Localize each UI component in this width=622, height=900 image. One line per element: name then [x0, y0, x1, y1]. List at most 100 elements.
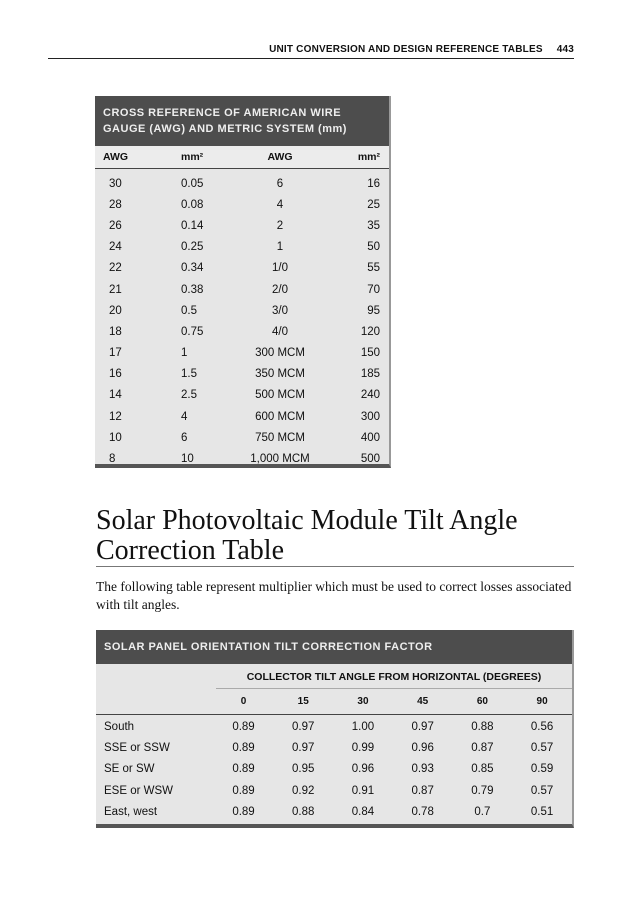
col-header: mm² — [181, 151, 204, 163]
table-cell: 8 — [109, 453, 116, 466]
table-cell: 0.91 — [351, 784, 375, 797]
table-cell: 120 — [360, 325, 380, 338]
table-cell: 0.25 — [181, 241, 204, 254]
table-cell: 0.79 — [471, 784, 494, 797]
angle-header: 30 — [357, 696, 369, 707]
table-cell: 0.38 — [181, 283, 204, 296]
table-cell: 0.89 — [232, 805, 255, 818]
orientation-label: East, west — [104, 805, 158, 818]
table-cell: 0.95 — [292, 763, 315, 776]
table-row: 26 0.14 2 35 — [95, 215, 389, 236]
awg-table-body: 30 0.05 6 16 28 0.08 4 25 26 0.14 2 35 24 0.25 1 50 22 0.… — [95, 169, 389, 470]
tilt-table: SOLAR PANEL ORIENTATION TILT CORRECTION … — [96, 630, 574, 828]
table-cell: 4 — [276, 198, 284, 211]
table-cell: 12 — [109, 410, 122, 423]
table-cell: 185 — [360, 368, 380, 381]
table-cell: 21 — [109, 283, 122, 296]
table-cell: 28 — [109, 198, 122, 211]
angle-header: 15 — [297, 696, 309, 707]
table-row: 12 4 600 MCM 300 — [95, 406, 389, 427]
table-cell: 0.57 — [530, 741, 554, 754]
table-cell: 1/0 — [272, 262, 288, 275]
table-cell: 0.14 — [181, 219, 204, 232]
col-header: AWG — [267, 151, 293, 163]
table-cell: 0.85 — [471, 763, 494, 776]
table-cell: 0.92 — [292, 784, 315, 797]
table-cell: 0.84 — [351, 805, 375, 818]
table-cell: 95 — [367, 304, 380, 317]
awg-table-header: AWG mm² AWG mm² — [95, 146, 389, 169]
table-cell: 0.89 — [232, 720, 255, 733]
table-cell: 30 — [109, 177, 122, 190]
table-cell: 0.05 — [181, 177, 204, 190]
table-cell: 2 — [276, 219, 284, 232]
table-cell: 0.51 — [530, 805, 554, 818]
table-cell: 16 — [109, 368, 122, 381]
table-cell: 6 — [181, 431, 188, 444]
table-cell: 1 — [181, 347, 188, 360]
table-cell: 35 — [367, 219, 380, 232]
table-cell: 600 MCM — [255, 410, 305, 423]
table-row: SSE or SSW 0.89 0.97 0.99 0.96 0.87 0.57 — [96, 737, 572, 758]
table-cell: 1,000 MCM — [250, 453, 310, 466]
table-cell: 0.78 — [411, 805, 434, 818]
table-cell: 150 — [360, 347, 380, 360]
table-row: 18 0.75 4/0 120 — [95, 321, 389, 342]
table-cell: 400 — [360, 431, 380, 444]
table-cell: 10 — [109, 431, 122, 444]
table-cell: 0.5 — [181, 304, 197, 317]
table-cell: 6 — [276, 177, 284, 190]
table-row: 30 0.05 6 16 — [95, 173, 389, 194]
table-cell: 0.59 — [530, 763, 554, 776]
table-cell: 0.87 — [411, 784, 434, 797]
table-cell: 2.5 — [181, 389, 197, 402]
page-number: 443 — [556, 44, 574, 55]
table-cell: 20 — [109, 304, 122, 317]
table-cell: 0.08 — [181, 198, 204, 211]
table-row: 14 2.5 500 MCM 240 — [95, 385, 389, 406]
table-cell: 26 — [109, 219, 122, 232]
table-cell: 0.75 — [181, 325, 204, 338]
awg-table-title: CROSS REFERENCE OF AMERICAN WIRE GAUGE (… — [95, 96, 389, 146]
table-row: 21 0.38 2/0 70 — [95, 279, 389, 300]
table-cell: 0.97 — [292, 741, 315, 754]
table-cell: 55 — [367, 262, 380, 275]
table-cell: 0.97 — [292, 720, 315, 733]
table-cell: 0.89 — [232, 763, 255, 776]
table-cell: 70 — [367, 283, 380, 296]
tilt-table-title: SOLAR PANEL ORIENTATION TILT CORRECTION … — [96, 630, 572, 664]
table-cell: 0.97 — [411, 720, 434, 733]
table-cell: 240 — [360, 389, 380, 402]
table-row: 20 0.5 3/0 95 — [95, 300, 389, 321]
col-header: mm² — [357, 151, 380, 163]
table-cell: 0.89 — [232, 741, 255, 754]
section-paragraph: The following table represent multiplier… — [96, 579, 572, 612]
table-cell: 0.88 — [471, 720, 494, 733]
tilt-table-body: South 0.89 0.97 1.00 0.97 0.88 0.56 SSE or SSW 0… — [96, 715, 572, 822]
table-cell: 50 — [367, 241, 380, 254]
table-cell: 22 — [109, 262, 122, 275]
table-cell: 2/0 — [272, 283, 288, 296]
table-cell: 0.89 — [232, 784, 255, 797]
angle-header: 0 — [240, 696, 247, 707]
heading-rule — [96, 566, 574, 567]
table-cell: 24 — [109, 241, 122, 254]
table-cell: 25 — [367, 198, 380, 211]
orientation-label: South — [104, 720, 135, 733]
table-cell: 1 — [276, 241, 284, 254]
col-header: AWG — [103, 151, 129, 163]
table-row: 28 0.08 4 25 — [95, 194, 389, 215]
table-row: 22 0.34 1/0 55 — [95, 258, 389, 279]
table-cell: 0.96 — [351, 763, 375, 776]
orientation-label: SSE or SSW — [104, 741, 170, 754]
table-row: 16 1.5 350 MCM 185 — [95, 364, 389, 385]
table-cell: 300 — [360, 410, 380, 423]
table-cell: 16 — [367, 177, 380, 190]
table-cell: 0.88 — [292, 805, 315, 818]
table-row: 24 0.25 1 50 — [95, 237, 389, 258]
orientation-label: SE or SW — [104, 763, 155, 776]
table-row: 10 6 750 MCM 400 — [95, 427, 389, 448]
table-cell: 10 — [181, 453, 194, 466]
running-header-title: UNIT CONVERSION AND DESIGN REFERENCE TAB… — [269, 44, 543, 55]
